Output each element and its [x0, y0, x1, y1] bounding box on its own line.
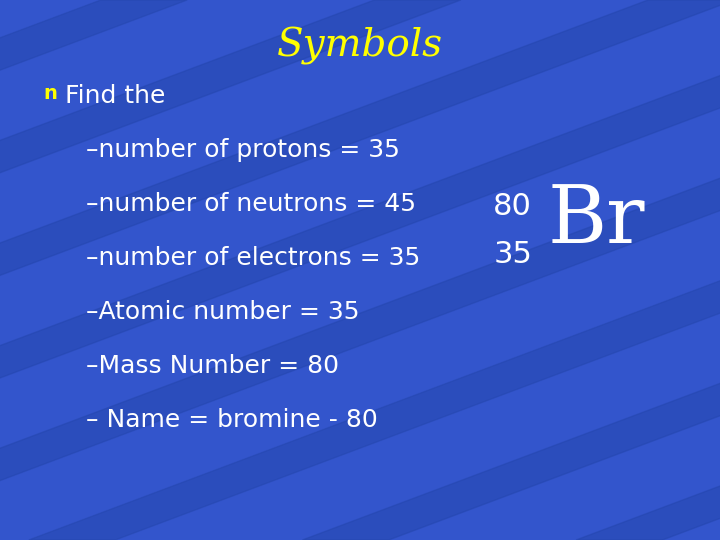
Text: Br: Br	[547, 183, 644, 260]
Text: –Mass Number = 80: –Mass Number = 80	[86, 354, 339, 377]
Polygon shape	[0, 0, 461, 540]
Text: –number of protons = 35: –number of protons = 35	[86, 138, 400, 161]
Polygon shape	[576, 0, 720, 540]
Text: Find the: Find the	[65, 84, 165, 107]
Text: –number of neutrons = 45: –number of neutrons = 45	[86, 192, 416, 215]
Polygon shape	[302, 0, 720, 540]
Text: 80: 80	[493, 192, 532, 221]
Polygon shape	[0, 0, 187, 540]
Text: – Name = bromine - 80: – Name = bromine - 80	[86, 408, 378, 431]
Text: n: n	[43, 84, 57, 103]
Text: 35: 35	[493, 240, 532, 269]
Text: –number of electrons = 35: –number of electrons = 35	[86, 246, 420, 269]
Text: Symbols: Symbols	[277, 27, 443, 65]
Text: –Atomic number = 35: –Atomic number = 35	[86, 300, 360, 323]
Polygon shape	[29, 0, 720, 540]
